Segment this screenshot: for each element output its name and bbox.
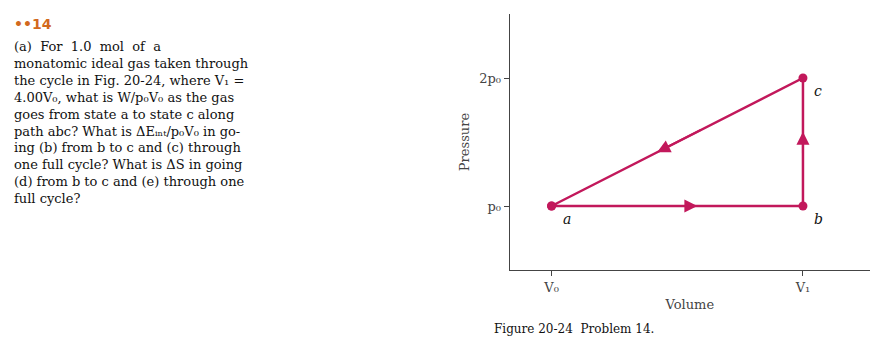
svg-text:Figure 20-24 Problem 14.: Figure 20-24 Problem 14. [494, 322, 654, 336]
svg-text:V₁: V₁ [795, 280, 811, 295]
svg-text:Volume: Volume [665, 297, 715, 312]
svg-text:Pressure: Pressure [457, 113, 472, 172]
svg-text:a: a [563, 211, 571, 227]
svg-text:••14: ••14 [14, 16, 52, 32]
svg-text:c: c [814, 83, 822, 99]
svg-text:b: b [814, 211, 823, 227]
svg-text:2p₀: 2p₀ [479, 71, 501, 86]
svg-text:V₀: V₀ [543, 280, 559, 295]
svg-text:(a) For 1.0 mol of amonat: (a) For 1.0 mol of amonatomic ideal gas … [14, 39, 249, 206]
svg-text:p₀: p₀ [487, 199, 501, 214]
